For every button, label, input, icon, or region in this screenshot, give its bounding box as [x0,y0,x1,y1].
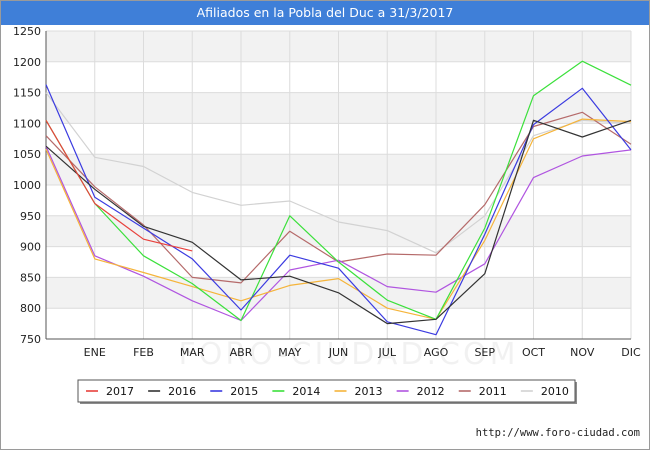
chart-title: Afiliados en la Pobla del Duc a 31/3/201… [1,1,649,25]
y-tick-label: 800 [20,302,41,315]
legend-label-2015: 2015 [230,385,258,398]
y-tick-label: 1250 [13,25,41,38]
series-line-2010 [45,92,632,254]
series-line-2012 [45,145,632,322]
source-url[interactable]: http://www.foro-ciudad.com [475,427,640,439]
series-line-2016 [45,119,632,325]
y-tick-label: 1200 [13,56,41,69]
legend-label-2016: 2016 [168,385,196,398]
y-tick-label: 950 [20,210,41,223]
legend-label-2014: 2014 [292,385,320,398]
series-line-2013 [45,118,632,320]
x-tick-label: AGO [424,346,449,359]
legend-box [77,379,576,403]
series-line-2014 [45,60,632,322]
x-tick-label: JUN [328,346,349,359]
x-tick-label: ENE [84,346,106,359]
legend-label-2017: 2017 [106,385,134,398]
legend-label-2011: 2011 [479,385,507,398]
x-tick-label: MAR [180,346,205,359]
y-tick-label: 1100 [13,117,41,130]
y-tick-label: 750 [20,333,41,346]
y-tick-label: 1050 [13,148,41,161]
legend-label-2013: 2013 [355,385,383,398]
x-tick-label: SEP [474,346,495,359]
watermark-text: FORO-CIUDAD.COM [179,337,519,372]
y-tick-label: 850 [20,271,41,284]
y-tick-label: 1150 [13,87,41,100]
x-tick-label: JUL [378,346,397,359]
series-line-2017 [45,119,193,252]
x-tick-label: DIC [621,346,641,359]
x-tick-label: FEB [133,346,154,359]
x-tick-label: NOV [570,346,595,359]
x-tick-label: OCT [522,346,545,359]
y-tick-label: 900 [20,241,41,254]
legend-label-2012: 2012 [417,385,445,398]
legend-label-2010: 2010 [541,385,569,398]
y-tick-label: 1000 [13,179,41,192]
x-tick-label: MAY [278,346,301,359]
x-tick-label: ABR [230,346,253,359]
series-line-2015 [45,84,632,336]
